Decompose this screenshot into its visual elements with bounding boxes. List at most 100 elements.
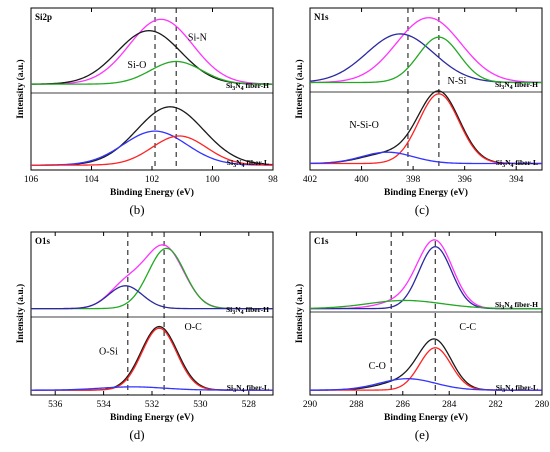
spectrum-curve-top	[309, 33, 542, 84]
spectrum-curve-bottom	[31, 386, 273, 391]
peak-label: Si-O	[127, 60, 146, 71]
x-tick-label: 106	[24, 175, 39, 185]
spectrum-curve-top	[31, 285, 273, 310]
sample-label-part: fiber-L	[513, 383, 538, 392]
plot-frame	[309, 231, 543, 396]
spectrum-curve-top	[31, 247, 273, 310]
panel-letter: (b)	[129, 202, 144, 217]
sample-label-top: Si3N4 fiber-H	[495, 80, 538, 91]
panel-title: N1s	[314, 12, 329, 22]
sample-label-part: fiber-L	[513, 158, 538, 167]
sample-label-part: 4	[510, 163, 513, 169]
panel-title: Si2p	[35, 12, 52, 22]
spectrum-curve-bottom	[309, 90, 542, 165]
sample-label-part: fiber-H	[513, 300, 539, 309]
spectrum-curve-bottom	[309, 151, 542, 165]
panel-c: 402 400 398 396 394 Binding Energy (eV) Intens…	[294, 7, 543, 217]
spectrum-curve-top	[31, 244, 273, 310]
x-tick-label: 288	[349, 400, 364, 410]
sample-label-part: Si	[227, 158, 233, 167]
sample-label-part: fiber-H	[244, 305, 270, 314]
sample-label-bottom: Si3N4 fiber-L	[496, 158, 538, 169]
x-tick-label: 98	[268, 175, 278, 185]
sample-label-part: Si	[496, 158, 502, 167]
peak-label: O-Si	[99, 346, 118, 357]
x-tick-label: 282	[488, 400, 503, 410]
spectrum-curve-bottom	[31, 106, 274, 166]
sample-label-part: N	[236, 383, 242, 392]
sample-label-part: 3	[232, 310, 235, 316]
spectrum-curve-top	[309, 17, 543, 84]
sample-label-bottom: Si3N4 fiber-L	[496, 383, 538, 394]
spectrum-curve-bottom	[31, 327, 273, 391]
y-axis-label: Intensity (a.u.)	[15, 284, 26, 343]
x-tick-label: 536	[48, 400, 63, 410]
x-axis-label: Binding Energy (eV)	[110, 187, 194, 198]
panel-letter: (c)	[415, 202, 429, 217]
x-tick-label: 286	[396, 400, 411, 410]
sample-label-part: N	[235, 81, 241, 90]
sample-label-bottom: Si3N4 fiber-L	[227, 383, 269, 394]
sample-label-part: 4	[510, 85, 513, 91]
sample-label-part: 3	[233, 163, 236, 169]
sample-label-part: 4	[241, 310, 244, 316]
x-tick-label: 402	[303, 175, 318, 185]
sample-label-part: 4	[241, 163, 244, 169]
spectrum-curve-bottom	[309, 378, 542, 391]
spectrum-curve-top	[310, 36, 542, 84]
sample-label-part: 4	[241, 86, 244, 92]
x-tick-label: 534	[96, 400, 111, 410]
sample-label-part: N	[235, 305, 241, 314]
sample-label-part: 3	[502, 388, 505, 394]
sample-label-part: fiber-L	[244, 383, 269, 392]
panel-title: O1s	[35, 236, 51, 246]
spectrum-curve-bottom	[310, 93, 542, 165]
sample-label-part: Si	[226, 81, 232, 90]
sample-label-part: fiber-H	[513, 80, 539, 89]
sample-label-part: 3	[502, 163, 505, 169]
x-tick-label: 398	[406, 175, 421, 185]
spectrum-curve-bottom	[31, 130, 274, 166]
sample-label-top: Si3N4 fiber-H	[495, 300, 538, 311]
sample-label-part: Si	[496, 383, 502, 392]
sample-label-part: N	[236, 158, 242, 167]
x-tick-label: 530	[193, 400, 208, 410]
spectrum-curve-top	[31, 60, 273, 85]
sample-label-part: Si	[495, 300, 501, 309]
sample-label-part: N	[505, 158, 511, 167]
x-tick-label: 290	[303, 400, 318, 410]
sample-label-part: 3	[501, 305, 504, 311]
sample-label-top: Si3N4 fiber-H	[226, 305, 269, 316]
sample-label-part: Si	[495, 80, 501, 89]
peak-label: Si-N	[188, 32, 207, 43]
panel-letter: (e)	[415, 427, 429, 442]
sample-label-part: Si	[226, 305, 232, 314]
peak-label: N-Si	[447, 76, 466, 87]
x-tick-label: 394	[509, 175, 524, 185]
x-tick-label: 280	[535, 400, 550, 410]
spectrum-curve-top	[30, 18, 274, 85]
x-tick-label: 532	[145, 400, 160, 410]
sample-label-part: 4	[241, 388, 244, 394]
x-axis-label: Binding Energy (eV)	[384, 412, 468, 423]
x-tick-label: 284	[442, 400, 457, 410]
x-axis-label: Binding Energy (eV)	[110, 412, 194, 423]
x-tick-label: 100	[205, 175, 220, 185]
panel-letter: (d)	[129, 427, 144, 442]
sample-label-part: Si	[227, 383, 233, 392]
peak-label: O-C	[185, 322, 203, 333]
panel-b: 106 104 102 100 98 Binding Energy (eV) Intensi…	[15, 7, 278, 217]
x-tick-label: 400	[354, 175, 369, 185]
sample-label-part: 4	[510, 388, 513, 394]
peak-label: C-O	[369, 361, 386, 372]
sample-label-part: 3	[233, 388, 236, 394]
sample-label-part: N	[505, 383, 511, 392]
plot-frame	[309, 7, 543, 171]
sample-label-part: N	[504, 80, 510, 89]
spectrum-curve-bottom	[31, 135, 274, 166]
sample-label-part: 3	[501, 85, 504, 91]
sample-label-part: fiber-L	[244, 158, 269, 167]
sample-label-top: Si3N4 fiber-H	[226, 81, 269, 92]
